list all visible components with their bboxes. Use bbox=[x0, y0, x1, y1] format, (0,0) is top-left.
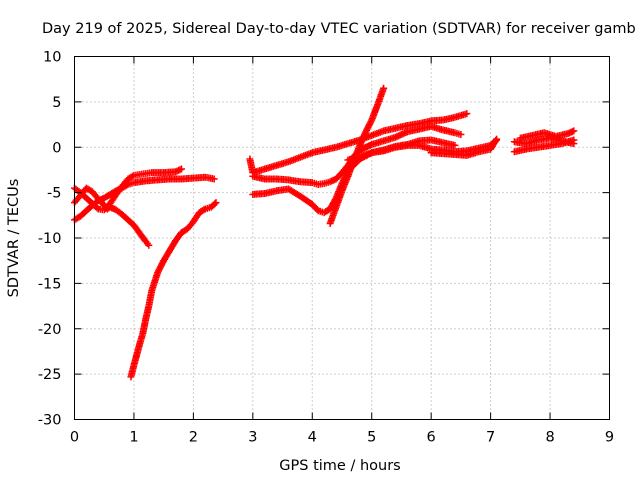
data-point bbox=[570, 136, 578, 144]
x-axis-label: GPS time / hours bbox=[279, 458, 400, 474]
data-point bbox=[178, 165, 185, 173]
data-point-trace bbox=[123, 181, 131, 189]
data-marks bbox=[71, 84, 578, 381]
data-point bbox=[570, 127, 578, 135]
x-tick-label: 6 bbox=[427, 430, 436, 446]
grid-layer bbox=[74, 56, 610, 420]
data-point bbox=[457, 131, 465, 139]
data-point bbox=[380, 84, 388, 92]
data-point-trace bbox=[211, 200, 219, 208]
x-tick-label: 4 bbox=[308, 430, 317, 446]
data-point bbox=[212, 199, 220, 207]
y-axis-label: SDTVAR / TECUs bbox=[6, 179, 22, 298]
x-tick-label: 0 bbox=[70, 430, 79, 446]
x-tick-label: 9 bbox=[605, 430, 614, 446]
data-point bbox=[493, 135, 501, 143]
x-tick-label: 1 bbox=[129, 430, 138, 446]
data-point-trace bbox=[200, 206, 208, 214]
y-tick-label: -5 bbox=[47, 186, 61, 202]
axis-ticks bbox=[74, 56, 610, 420]
y-tick-label: 0 bbox=[52, 140, 61, 156]
data-point-trace bbox=[128, 172, 136, 180]
x-tick-label: 7 bbox=[486, 430, 495, 446]
data-point bbox=[463, 110, 471, 118]
y-tick-label: -30 bbox=[38, 413, 62, 429]
tick-labels: 0 1 2 3 4 5 6 7 8 9 -30 -25 -20 -15 -10 -5 0 5 10 bbox=[38, 50, 614, 446]
data-point bbox=[145, 241, 153, 249]
x-tick-label: 8 bbox=[545, 430, 554, 446]
y-tick-label: -25 bbox=[38, 367, 62, 383]
x-tick-label: 2 bbox=[189, 430, 198, 446]
chart-title: Day 219 of 2025, Sidereal Day-to-day VTE… bbox=[42, 21, 636, 37]
x-tick-label: 5 bbox=[367, 430, 376, 446]
data-point bbox=[210, 175, 218, 183]
y-tick-label: 10 bbox=[43, 50, 61, 66]
data-point-trace bbox=[93, 204, 101, 212]
y-tick-label: -10 bbox=[38, 231, 62, 247]
x-tick-label: 3 bbox=[248, 430, 257, 446]
data-point-trace bbox=[492, 137, 500, 145]
y-tick-label: -20 bbox=[38, 322, 62, 338]
data-point bbox=[451, 141, 459, 149]
y-tick-label: -15 bbox=[38, 276, 62, 292]
y-tick-label: 5 bbox=[52, 95, 61, 111]
